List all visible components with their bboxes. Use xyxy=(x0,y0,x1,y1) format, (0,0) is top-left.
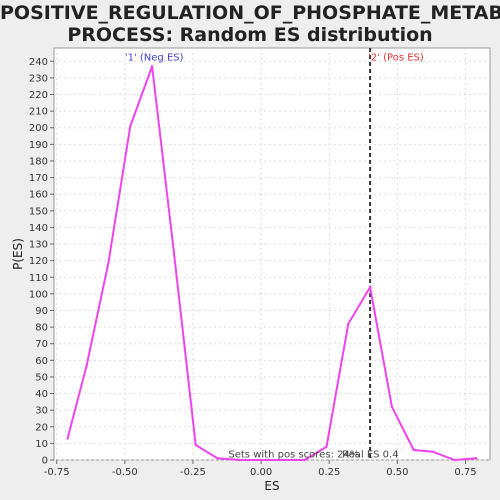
y-tick-label: 80 xyxy=(35,323,48,334)
data-point xyxy=(238,458,241,462)
data-point xyxy=(325,445,328,448)
y-tick-label: 210 xyxy=(29,107,48,118)
series-points xyxy=(66,65,478,462)
y-axis-ticks: 0 10 20 30 40 50 60 70 80 90 100 110 120 130 140 150 160… xyxy=(29,57,54,467)
x-tick-label: -0.50 xyxy=(112,467,138,478)
data-point xyxy=(107,261,110,264)
data-point xyxy=(172,251,176,254)
y-axis-label: P(ES) xyxy=(11,238,25,270)
y-tick-label: 100 xyxy=(29,289,48,300)
y-tick-label: 0 xyxy=(42,456,48,467)
x-tick-label: 0.50 xyxy=(386,467,408,478)
y-tick-label: 50 xyxy=(35,372,48,383)
y-tick-label: 130 xyxy=(29,240,48,251)
chart-title-line-1: POSITIVE_REGULATION_OF_PHOSPHATE_METABOL… xyxy=(0,2,500,24)
data-point xyxy=(431,450,434,453)
x-tick-label: -0.25 xyxy=(180,467,206,478)
data-point xyxy=(368,286,372,289)
y-tick-label: 90 xyxy=(35,306,48,317)
data-point xyxy=(85,364,88,367)
y-tick-label: 120 xyxy=(29,256,48,267)
data-point xyxy=(194,443,197,447)
data-point xyxy=(66,437,69,440)
y-tick-label: 60 xyxy=(35,356,48,367)
y-tick-label: 240 xyxy=(29,57,48,68)
y-tick-label: 110 xyxy=(29,273,48,284)
data-point xyxy=(390,405,394,409)
chart-title-line-2: PROCESS: Random ES distribution xyxy=(67,24,433,46)
y-tick-label: 150 xyxy=(29,206,48,217)
data-point xyxy=(259,458,263,462)
y-tick-label: 160 xyxy=(29,190,48,201)
y-tick-label: 220 xyxy=(29,90,48,101)
y-tick-label: 140 xyxy=(29,223,48,234)
x-tick-label: 0.00 xyxy=(250,467,272,478)
y-tick-label: 20 xyxy=(35,422,48,433)
x-tick-label: 0.25 xyxy=(318,467,340,478)
grid xyxy=(54,48,490,461)
x-tick-label: -0.75 xyxy=(44,467,70,478)
data-point xyxy=(150,65,154,68)
sets-pos-scores-text: Sets with pos scores: 24% xyxy=(228,450,359,461)
pos-es-label: '2' (Pos ES) xyxy=(368,53,424,64)
plot-area xyxy=(53,47,491,461)
y-tick-label: 10 xyxy=(35,439,48,450)
neg-es-label: '1' (Neg ES) xyxy=(125,53,184,64)
y-tick-label: 190 xyxy=(29,140,48,151)
x-axis-label: ES xyxy=(264,479,279,493)
data-point xyxy=(129,124,132,128)
series-line xyxy=(66,65,477,462)
y-tick-label: 30 xyxy=(35,406,48,417)
y-tick-label: 40 xyxy=(35,389,48,400)
data-point xyxy=(475,457,478,460)
x-axis-ticks: -0.75 -0.50 -0.25 0.00 0.25 0.50 0.75 xyxy=(44,460,477,478)
x-tick-label: 0.75 xyxy=(454,467,476,478)
y-tick-label: 170 xyxy=(29,173,48,184)
data-point xyxy=(412,448,415,452)
y-tick-label: 200 xyxy=(29,123,48,134)
y-tick-label: 180 xyxy=(29,156,48,167)
data-point xyxy=(281,458,285,462)
data-point xyxy=(347,322,350,325)
real-es-label: Real ES 0.4 xyxy=(342,450,398,461)
data-point xyxy=(453,458,456,462)
data-point xyxy=(216,457,219,460)
data-point xyxy=(303,458,306,462)
y-tick-label: 70 xyxy=(35,339,48,350)
y-tick-label: 230 xyxy=(29,73,48,84)
